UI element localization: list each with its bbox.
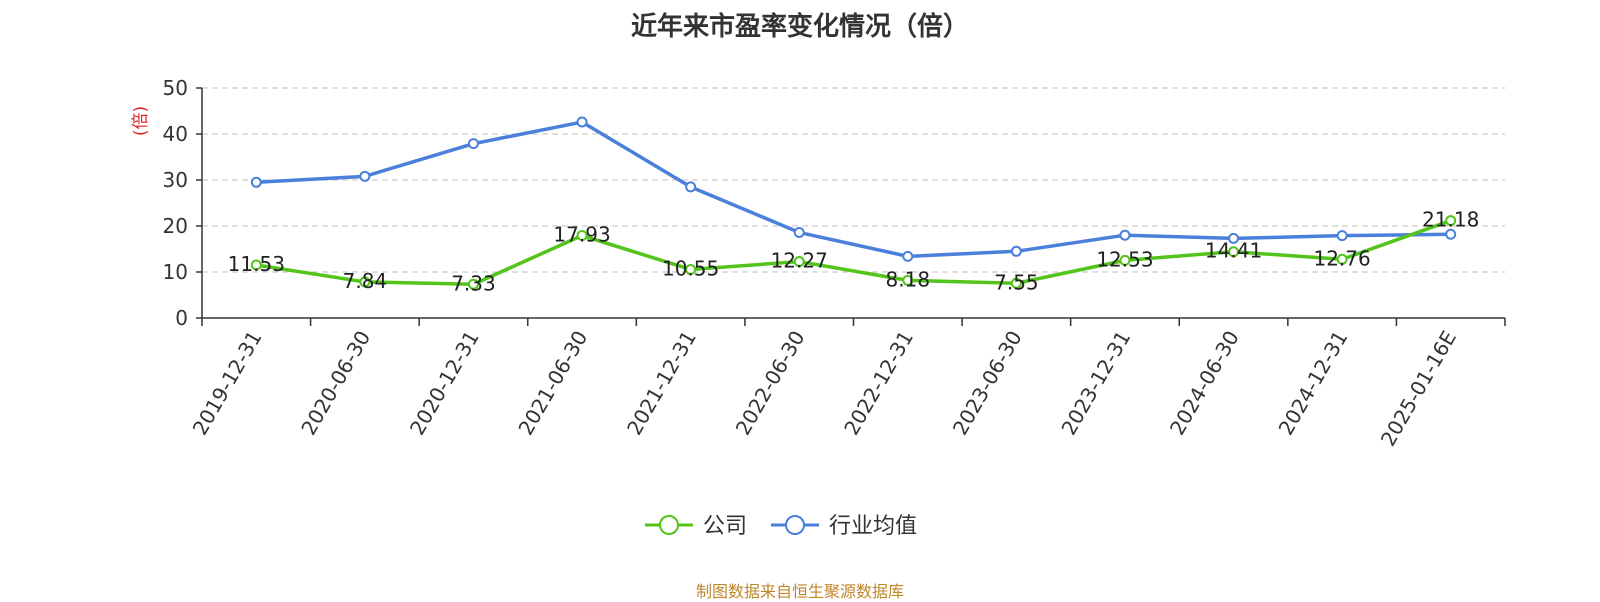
data-point xyxy=(902,274,914,286)
y-tick-label: 50 xyxy=(163,76,188,100)
data-point xyxy=(1336,230,1348,242)
data-label: 8.18 xyxy=(886,267,931,291)
y-tick-label: 20 xyxy=(163,214,188,238)
data-point xyxy=(902,250,914,262)
data-label: 12.27 xyxy=(771,249,828,273)
legend-marker-1 xyxy=(785,515,805,535)
data-point xyxy=(359,170,371,182)
data-point xyxy=(576,116,588,128)
y-tick-label: 40 xyxy=(163,122,188,146)
x-tick-label: 2022-06-30 xyxy=(731,327,810,440)
data-label: 11.53 xyxy=(228,252,285,276)
data-label: 14.41 xyxy=(1205,239,1262,263)
legend-label-0: 公司 xyxy=(703,514,747,539)
data-point xyxy=(1010,277,1022,289)
data-label: 12.76 xyxy=(1313,246,1370,270)
y-tick-label: 0 xyxy=(175,306,188,330)
data-point xyxy=(793,256,805,268)
data-point xyxy=(685,263,697,275)
legend-marker-0 xyxy=(659,515,679,535)
data-point xyxy=(685,181,697,193)
x-tick-label: 2022-12-31 xyxy=(839,327,918,440)
data-point xyxy=(1119,254,1131,266)
data-label: 7.33 xyxy=(451,271,496,295)
y-tick-label: 10 xyxy=(163,260,188,284)
data-point xyxy=(1228,246,1240,258)
data-point xyxy=(1119,229,1131,241)
series-line-1 xyxy=(256,120,1451,259)
chart-title: 近年来市盈率变化情况（倍） xyxy=(630,12,969,42)
y-axis-label: (倍) xyxy=(131,106,151,136)
x-tick-label: 2021-06-30 xyxy=(513,327,592,440)
data-label: 7.84 xyxy=(343,269,388,293)
source-footer: 制图数据来自恒生聚源数据库 xyxy=(695,582,904,601)
data-label: 17.93 xyxy=(553,223,610,247)
data-label: 12.53 xyxy=(1096,247,1153,271)
x-tick-label: 2023-12-31 xyxy=(1056,327,1135,440)
legend-label-1: 行业均值 xyxy=(829,514,917,539)
data-point xyxy=(467,278,479,290)
data-label: 10.55 xyxy=(662,256,719,280)
x-tick-label: 2020-06-30 xyxy=(296,327,375,440)
data-point xyxy=(250,176,262,188)
data-point xyxy=(359,276,371,288)
data-point xyxy=(1228,232,1240,244)
x-tick-label: 2019-12-31 xyxy=(188,327,267,440)
data-point xyxy=(1445,215,1457,227)
x-tick-label: 2024-06-30 xyxy=(1165,327,1244,440)
series-line-0 xyxy=(256,218,1452,287)
data-point xyxy=(1445,228,1457,240)
y-tick-label: 30 xyxy=(163,168,188,192)
data-point xyxy=(793,226,805,238)
x-tick-label: 2020-12-31 xyxy=(405,327,484,440)
series-layer: 11.53 7.84 7.33 17.93 10.55 12.27 8.18 7.55 12.5… xyxy=(228,116,1479,295)
legend: 公司 行业均值 xyxy=(645,514,917,539)
data-point xyxy=(467,138,479,150)
data-point xyxy=(1010,245,1022,257)
data-point xyxy=(1336,253,1348,265)
data-label: 21.18 xyxy=(1422,208,1479,232)
x-tick-label: 2025-01-16E xyxy=(1376,327,1461,451)
data-point xyxy=(576,230,588,242)
x-tick-label: 2024-12-31 xyxy=(1274,327,1353,440)
x-tick-label: 2021-12-31 xyxy=(622,327,701,440)
data-label: 7.55 xyxy=(994,270,1039,294)
x-tick-label: 2023-06-30 xyxy=(948,327,1027,440)
data-point xyxy=(250,259,262,271)
